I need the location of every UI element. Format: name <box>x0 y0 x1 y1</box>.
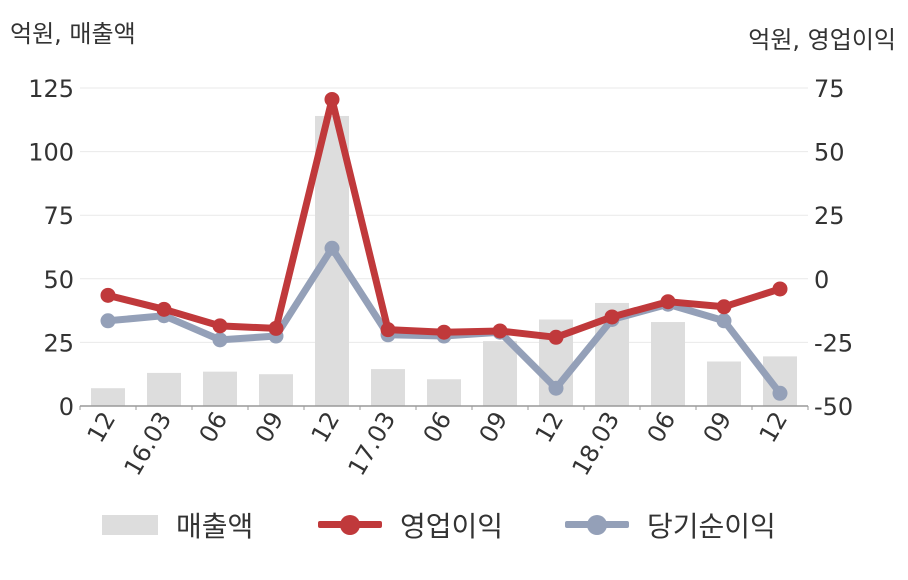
point-operating-profit <box>436 324 452 340</box>
bar-revenue <box>91 388 125 406</box>
line-series <box>100 91 788 401</box>
y-left-tick-label: 100 <box>28 139 74 167</box>
y-left-axis-label: 억원, 매출액 <box>10 20 136 48</box>
legend-swatch-net-income <box>565 515 629 535</box>
point-net-income <box>100 313 116 329</box>
bar-revenue <box>651 322 685 406</box>
y-right-tick-label: 25 <box>814 202 845 230</box>
y-right-tick-label: -25 <box>814 329 853 357</box>
x-tick-label: 12 <box>306 407 346 447</box>
bar-series-revenue <box>91 115 797 406</box>
x-tick-label: 09 <box>250 407 290 447</box>
x-tick-label: 12 <box>82 407 122 447</box>
y-left-tick-label: 125 <box>28 75 74 103</box>
x-tick-label: 06 <box>194 407 234 447</box>
point-operating-profit <box>156 301 172 317</box>
point-operating-profit <box>212 318 228 334</box>
x-tick-label: 17.03 <box>343 407 402 481</box>
y-right-axis-label: 억원, 영업이익 <box>748 26 896 54</box>
point-operating-profit <box>604 309 620 325</box>
x-tick-label: 12 <box>754 407 794 447</box>
point-operating-profit <box>772 281 788 297</box>
x-tick-label: 06 <box>418 407 458 447</box>
bar-revenue <box>147 372 181 406</box>
point-operating-profit <box>660 294 676 310</box>
point-operating-profit <box>548 329 564 345</box>
point-net-income <box>324 240 340 256</box>
x-tick-label: 12 <box>530 407 570 447</box>
y-right-tick-label: 50 <box>814 139 845 167</box>
x-tick-label: 06 <box>642 407 682 447</box>
legend-item-revenue: 매출액 <box>102 500 253 550</box>
bar-revenue <box>371 369 405 406</box>
x-tick-label: 18.03 <box>567 407 626 481</box>
legend-swatch-revenue <box>102 515 158 535</box>
x-tick-label: 09 <box>474 407 514 447</box>
legend-label-net-income: 당기순이익 <box>647 510 776 543</box>
point-net-income <box>716 313 732 329</box>
point-operating-profit <box>268 320 284 336</box>
point-net-income <box>548 380 564 396</box>
bar-revenue <box>483 341 517 406</box>
y-right-tick-label: 0 <box>814 266 829 294</box>
y-right-tick-label: -50 <box>814 393 853 421</box>
bar-revenue <box>707 361 741 406</box>
legend-item-operating-profit: 영업이익 <box>318 500 503 550</box>
y-right-tick-label: 75 <box>814 75 845 103</box>
point-operating-profit <box>380 322 396 338</box>
legend-label-operating-profit: 영업이익 <box>400 510 504 543</box>
axes <box>79 405 809 410</box>
point-net-income <box>772 385 788 401</box>
line-operating-profit <box>104 95 784 341</box>
point-operating-profit <box>716 299 732 315</box>
x-tick-label: 09 <box>698 407 738 447</box>
y-left-tick-label: 25 <box>43 329 74 357</box>
y-left-tick-label: 50 <box>43 266 74 294</box>
y-left-tick-label: 0 <box>59 393 74 421</box>
x-tick-label: 16.03 <box>119 407 178 481</box>
legend-label-revenue: 매출액 <box>176 510 254 543</box>
bar-revenue <box>259 374 293 406</box>
legend-swatch-operating-profit <box>318 515 382 535</box>
point-net-income <box>212 332 228 348</box>
bar-revenue <box>203 371 237 406</box>
point-operating-profit <box>492 323 508 339</box>
y-left-tick-label: 75 <box>43 202 74 230</box>
point-operating-profit <box>324 91 340 107</box>
bar-revenue <box>427 379 461 406</box>
legend-item-net-income: 당기순이익 <box>565 500 776 550</box>
legend: 매출액 영업이익 당기순이익 <box>0 500 908 550</box>
point-operating-profit <box>100 287 116 303</box>
